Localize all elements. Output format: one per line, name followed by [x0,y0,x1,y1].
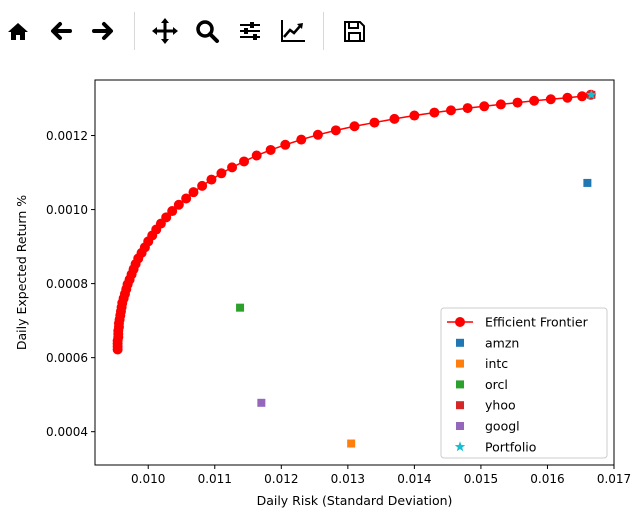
frontier-point [312,129,323,140]
intc-point [347,439,356,448]
frontier-point [216,168,227,179]
x-tick-label: 0.012 [264,472,298,486]
frontier-point [181,193,192,204]
y-axis-label: Daily Expected Return % [14,195,29,350]
legend-swatch-marker [455,317,465,327]
y-tick-label: 0.0006 [46,351,88,365]
frontier-point [562,92,573,103]
frontier-point [280,139,291,150]
y-tick-label: 0.0008 [46,277,88,291]
frontier-point [206,174,217,185]
toolbar-separator [323,12,324,50]
home-icon [8,23,28,40]
legend-swatch-star [454,441,466,452]
legend-swatch-square [456,338,464,347]
legend-label: orcl [485,377,508,392]
frontier-point [445,105,456,116]
save-button[interactable] [337,14,371,48]
forward-button[interactable] [86,14,120,48]
frontier-point [173,199,184,210]
subplots-button[interactable] [233,14,267,48]
frontier-point [161,212,172,223]
x-tick-label: 0.016 [530,472,564,486]
floppy-disk-icon [344,21,365,42]
sliders-icon [240,22,260,40]
frontier-point [349,121,360,132]
x-tick-label: 0.010 [131,472,165,486]
legend-label: Portfolio [485,439,536,454]
frontier-point [577,91,588,102]
portfolio-point [586,89,597,100]
frontier-point [369,117,380,128]
frontier-point [251,150,262,161]
legend: Efficient Frontier amzn intc orcl yhoo googl P… [440,307,608,459]
frontier-point [330,125,341,136]
customize-button[interactable] [276,14,310,48]
frontier-point [529,95,540,106]
frontier-point [462,103,473,114]
x-axis-label: Daily Risk (Standard Deviation) [257,493,453,508]
legend-label: intc [485,356,508,371]
arrow-right-icon [92,22,113,40]
magnifier-icon [196,20,219,43]
frontier-point [495,99,506,110]
frontier-point [429,107,440,118]
toolbar-separator [134,12,135,50]
y-tick-label: 0.0004 [46,425,88,439]
frontier-point [167,206,178,217]
legend-swatch-square [456,401,464,410]
googl-point [257,398,266,407]
x-tick-label: 0.011 [198,472,232,486]
figure-canvas: 0.010 0.011 0.012 0.013 0.014 0.015 0.016 0.017… [14,79,631,508]
chart-edit-icon [281,20,305,42]
y-tick-label: 0.0012 [46,129,88,143]
frontier-point [479,101,490,112]
legend-swatch-square [456,422,464,430]
frontier-point [197,180,208,191]
legend-label: yhoo [485,398,516,413]
move-icon [152,18,178,44]
toolbar [0,0,642,62]
x-tick-label: 0.013 [331,472,365,486]
legend-swatch-square [456,359,464,368]
legend-box [440,307,608,459]
frontier-point [188,187,199,198]
back-button[interactable] [44,14,78,48]
frontier-point [545,94,556,105]
pan-button[interactable] [148,14,182,48]
zoom-button[interactable] [190,14,224,48]
arrow-left-icon [51,22,72,40]
legend-label: googl [485,419,520,434]
frontier-point [389,113,400,124]
frontier-point [265,144,276,155]
x-tick-label: 0.014 [397,472,431,486]
axes-frame [94,79,615,466]
frontier-point [512,97,523,108]
y-tick-label: 0.0010 [46,203,88,217]
amzn-point [583,178,592,187]
home-button[interactable] [1,14,35,48]
legend-label: Efficient Frontier [485,315,589,330]
legend-swatch-square [456,380,464,389]
frontier-point [227,162,238,173]
orcl-point [236,303,245,312]
frontier-point [409,110,420,121]
x-tick-label: 0.015 [464,472,498,486]
x-tick-label: 0.017 [597,472,631,486]
frontier-point [296,134,307,145]
frontier-point [239,156,250,167]
legend-label: amzn [485,335,519,350]
